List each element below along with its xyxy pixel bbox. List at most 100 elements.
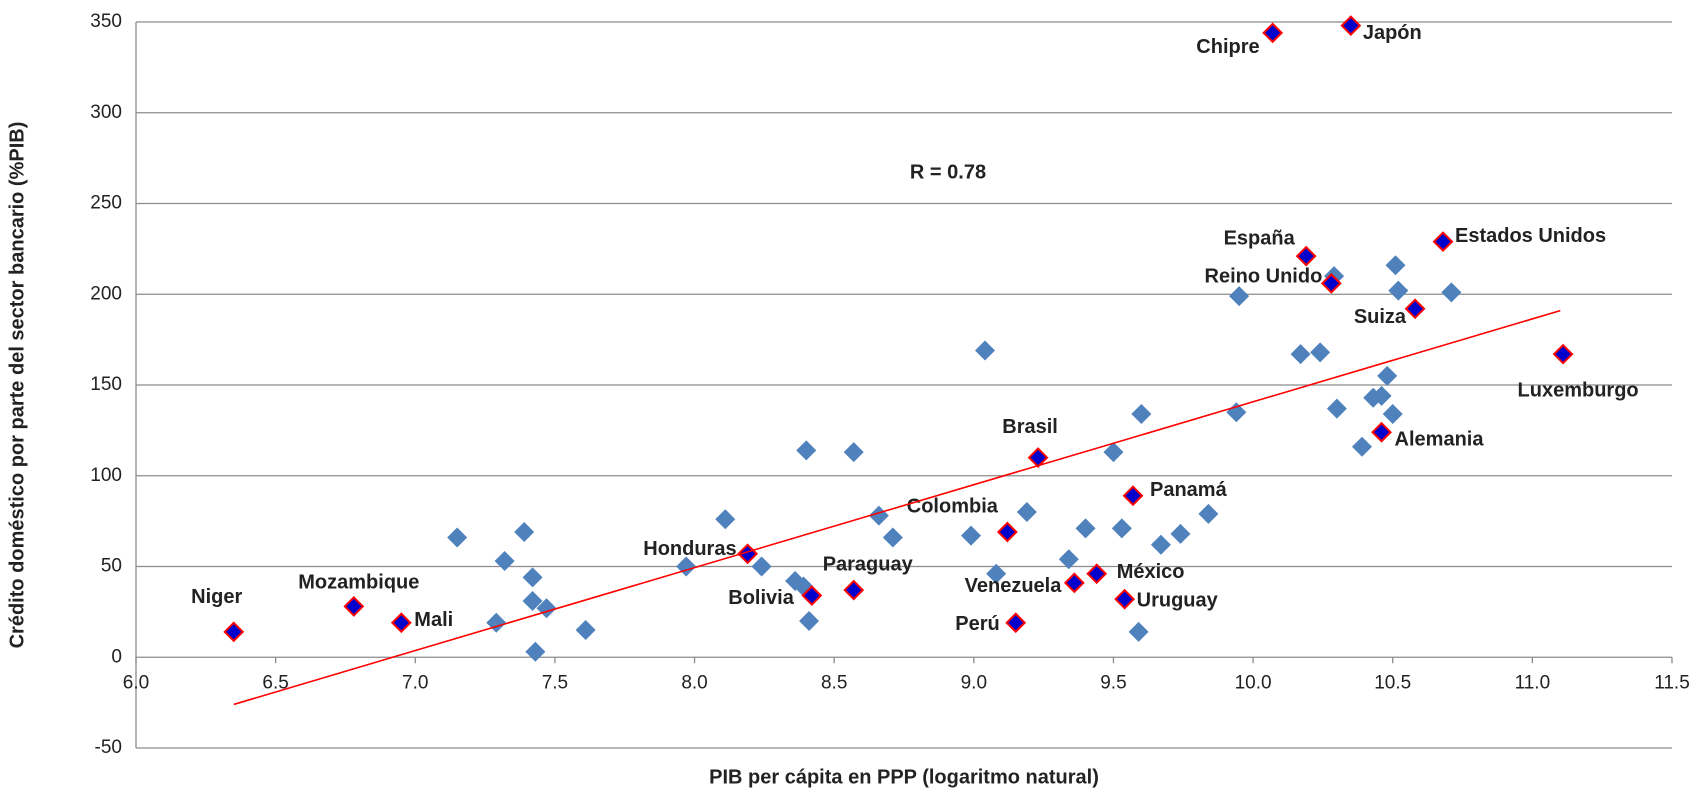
point [1131,404,1152,425]
point [801,585,823,606]
point-label: Reino Unido [1205,266,1323,288]
y-tick-label: 200 [90,283,122,304]
annotation: R = 0.78 [910,161,986,183]
point [1063,572,1085,594]
x-tick-label: 6.5 [262,672,288,693]
x-tick-label: 8.0 [681,672,707,693]
point [1340,15,1362,37]
point-label: Alemania [1395,428,1485,450]
point [1432,231,1454,253]
trend-line [233,309,1561,706]
x-axis-title: PIB per cápita en PPP (logaritmo natural… [709,766,1099,788]
point [1404,298,1426,320]
point [1103,442,1124,463]
x-tick-label: 7.0 [402,672,428,693]
point-label: México [1117,561,1185,583]
point [343,596,365,617]
point [1058,549,1079,570]
point [1027,447,1049,469]
x-tick-label: 6.0 [123,672,149,693]
point-label: Brasil [1002,416,1058,438]
point [1326,398,1347,419]
point [525,641,546,662]
point [1320,272,1342,294]
point [799,610,820,631]
y-tick-label: 350 [90,11,122,32]
point-label: Mali [414,609,453,631]
point-label: Panamá [1150,479,1228,501]
point-label: Uruguay [1137,589,1219,611]
point [1150,534,1171,555]
point-label: Suiza [1354,306,1407,328]
point [1198,503,1219,524]
point [715,509,736,530]
point [1385,255,1406,276]
point [1122,485,1144,507]
y-tick-label: 250 [90,193,122,214]
point-label: Bolivia [728,587,794,609]
point-label: Honduras [643,538,736,560]
y-axis-title: Crédito doméstico por parte del sector b… [6,122,28,649]
point [223,621,245,643]
point [1310,342,1331,363]
point [1377,365,1398,386]
point-label: Japón [1363,22,1422,44]
y-tick-label: -50 [95,737,122,758]
point-label: Venezuela [965,575,1063,597]
point-label: Chipre [1196,36,1259,58]
x-tick-label: 11.0 [1515,672,1551,693]
x-tick-label: 9.0 [961,672,987,693]
y-tick-label: 50 [101,556,122,577]
point-label: Niger [191,586,242,608]
point [974,340,995,361]
point [1075,518,1096,539]
y-tick-label: 150 [90,374,122,395]
y-tick-label: 100 [90,465,122,486]
x-tick-label: 10.5 [1374,672,1411,693]
x-tick-label: 10.0 [1235,672,1272,693]
x-tick-label: 11.5 [1654,672,1690,693]
point-label: Colombia [907,495,999,517]
point [1290,344,1311,365]
point-label: Perú [955,613,999,635]
point [1352,436,1373,457]
point-label: Luxemburgo [1518,379,1639,401]
point-label: España [1224,227,1296,249]
point [796,440,817,461]
point [1128,621,1149,642]
point [1552,343,1574,365]
point [514,522,535,543]
point [1016,502,1037,523]
point [1114,588,1136,610]
point-label: Paraguay [823,553,914,575]
point [1086,563,1108,585]
point [843,442,864,463]
point [1226,402,1247,423]
point-label: Estados Unidos [1455,225,1606,247]
point [1295,245,1317,267]
point [494,551,515,572]
point [1111,518,1132,539]
point [986,563,1007,584]
point [1382,404,1403,425]
point [996,521,1018,543]
y-tick-label: 300 [90,102,122,123]
point [447,527,468,548]
y-tick-label: 0 [111,646,122,667]
point [1388,280,1409,301]
point [961,525,982,546]
point [1371,421,1392,443]
point [1363,387,1384,408]
point [843,579,865,601]
point [751,556,772,577]
point [1441,282,1462,303]
point [522,590,543,611]
x-tick-label: 7.5 [542,672,568,693]
point [486,612,507,633]
point [1262,22,1284,44]
x-tick-label: 8.5 [821,672,847,693]
point [1229,286,1250,307]
point [522,567,543,588]
